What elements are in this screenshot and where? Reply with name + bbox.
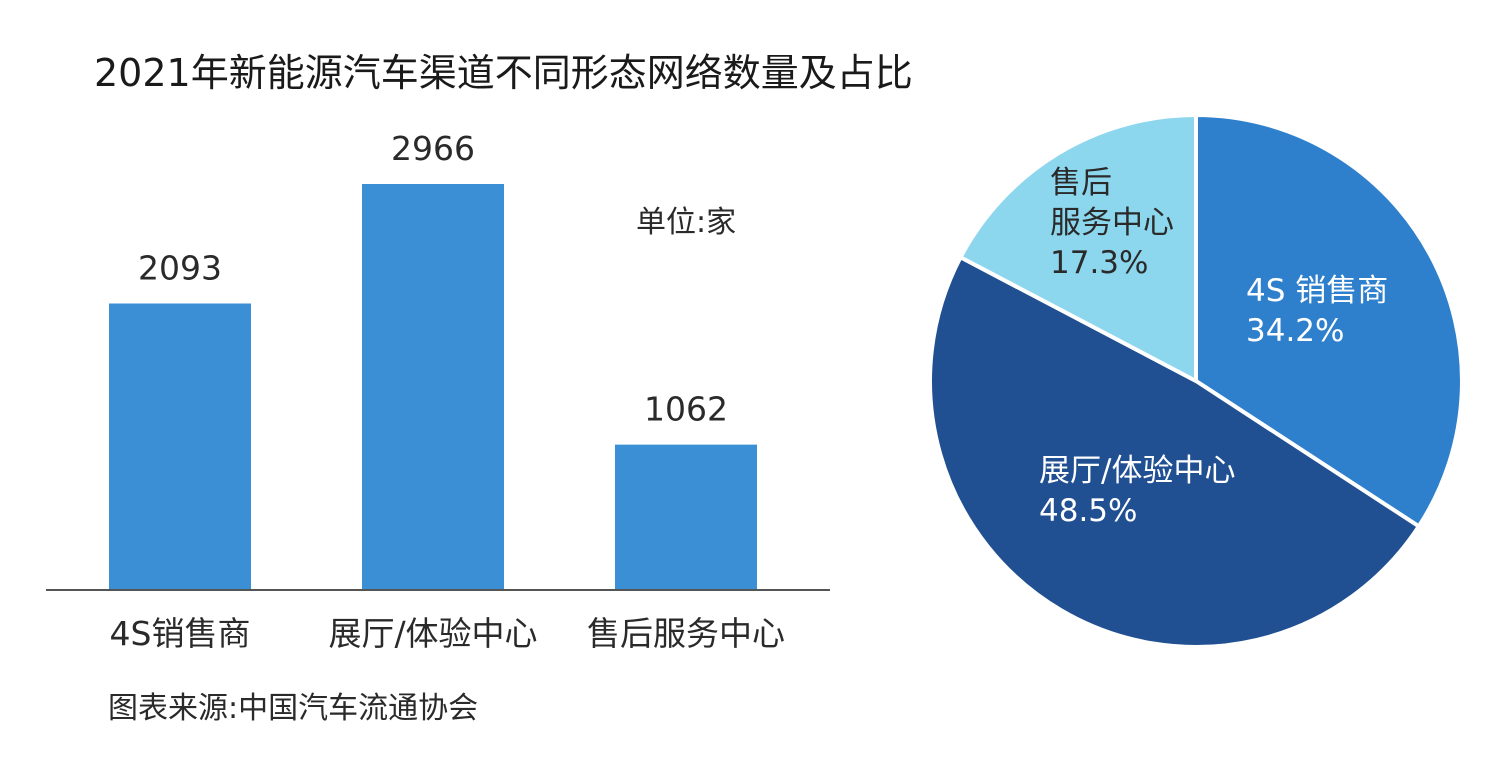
bar: [109, 303, 251, 590]
pie-chart: 4S 销售商 34.2% 展厅/体验中心 48.5% 售后服务中心 17.3%: [928, 113, 1464, 649]
chart-title: 2021年新能源汽车渠道不同形态网络数量及占比: [94, 51, 913, 95]
pie-slice-name: 售后: [1050, 165, 1112, 201]
source-note: 图表来源:中国汽车流通协会: [108, 691, 478, 726]
bar-value-label: 1062: [644, 390, 728, 429]
bar: [362, 184, 504, 590]
pie-slice-percent: 48.5%: [1039, 493, 1137, 529]
category-label: 展厅/体验中心: [328, 614, 537, 653]
pie-slice-name: 展厅/体验中心: [1039, 453, 1235, 489]
unit-label: 单位:家: [636, 205, 736, 240]
pie-slice-percent: 34.2%: [1246, 313, 1344, 349]
bar-chart: 2093 4S销售商 2966 展厅/体验中心 1062 售后服务中心: [109, 129, 785, 653]
pie-slice: [928, 255, 1421, 649]
category-label: 售后服务中心: [587, 614, 785, 653]
bar-value-label: 2966: [391, 129, 475, 168]
pie-slice-name: 4S 销售商: [1246, 273, 1388, 309]
category-label: 4S销售商: [110, 614, 251, 653]
bar: [615, 444, 757, 590]
bar-value-label: 2093: [138, 249, 222, 288]
pie-slice: [958, 113, 1198, 383]
pie-slice-name: 服务中心: [1050, 205, 1174, 241]
pie-slice-percent: 17.3%: [1050, 245, 1148, 281]
